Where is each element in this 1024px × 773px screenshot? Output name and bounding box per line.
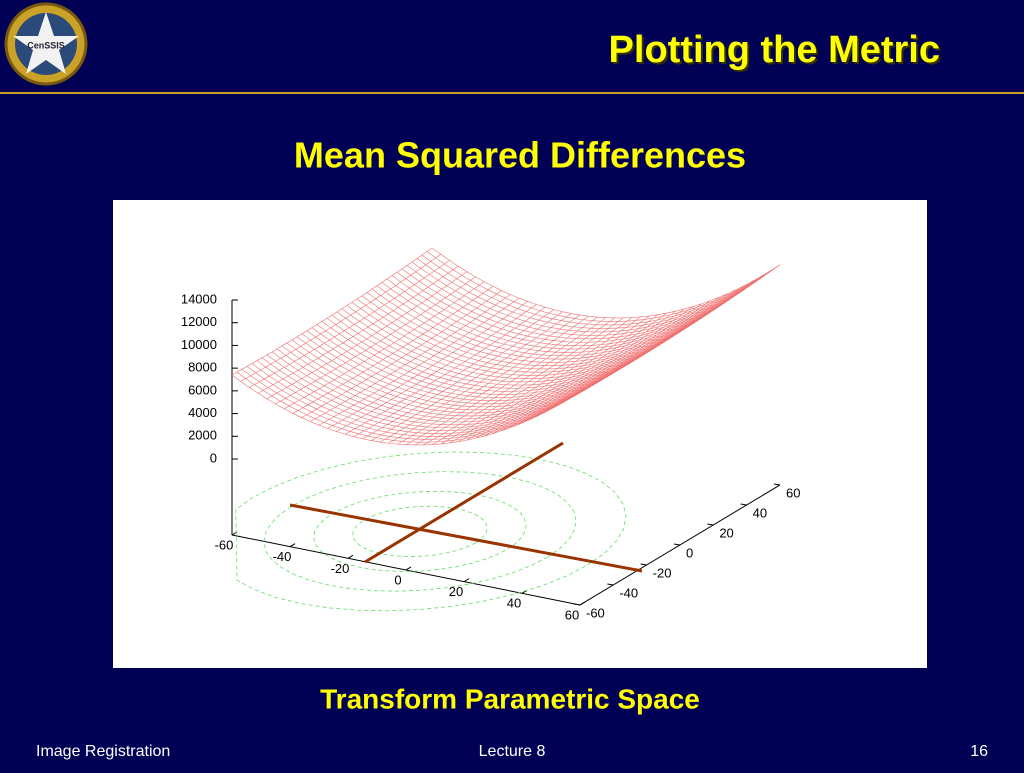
y-tick <box>773 483 781 486</box>
mesh-line <box>440 316 641 445</box>
y-tick-label: -40 <box>619 585 638 600</box>
surface-plot: 02000400060008000100001200014000-60-40-2… <box>181 247 800 622</box>
z-tick-label: 6000 <box>188 382 217 397</box>
z-tick-label: 10000 <box>181 337 217 352</box>
x-tick-label: -20 <box>331 561 350 576</box>
y-tick <box>640 563 647 566</box>
z-tick-label: 0 <box>210 450 217 465</box>
logo-text: CenSSIS <box>27 40 65 50</box>
mesh-line <box>411 261 761 333</box>
footer-right: 16 <box>970 743 988 760</box>
mesh-line <box>492 306 694 434</box>
mesh-line <box>466 312 668 441</box>
mesh-line <box>579 264 781 393</box>
z-tick-label: 4000 <box>188 405 217 420</box>
y-tick <box>707 523 714 526</box>
mesh-line <box>426 251 776 322</box>
title: Plotting the Metric <box>609 29 940 71</box>
mesh-line <box>346 305 696 376</box>
mesh-line <box>536 289 737 417</box>
mesh-line <box>510 300 711 428</box>
z-tick-label: 12000 <box>181 314 217 329</box>
x-tick <box>579 601 586 606</box>
logo: CenSSIS <box>4 2 88 86</box>
mesh-line <box>361 295 711 367</box>
contour <box>263 471 577 592</box>
mesh-line <box>484 308 685 437</box>
z-tick-label: 8000 <box>188 360 217 375</box>
subtitle: Mean Squared Differences <box>294 135 746 176</box>
y-tick <box>573 603 581 606</box>
mesh-line <box>351 301 701 373</box>
mesh-line <box>366 292 716 363</box>
mesh-line <box>501 303 702 432</box>
y-tick-label: 20 <box>719 525 733 540</box>
title-shadow: Plotting the Metric <box>611 31 942 73</box>
mesh-line <box>356 298 706 370</box>
mesh-line <box>401 268 751 340</box>
x-tick-label: 0 <box>394 572 401 587</box>
x-tick <box>463 578 470 583</box>
footer-center: Lecture 8 <box>479 743 546 760</box>
mesh-line <box>475 310 676 439</box>
y-tick <box>607 583 614 586</box>
x-tick-label: 40 <box>507 596 521 611</box>
x-tick-label: -60 <box>215 537 234 552</box>
y-tick-label: 40 <box>753 505 767 520</box>
y-tick-label: 0 <box>686 545 693 560</box>
mesh-line <box>416 258 766 329</box>
x-tick-label: 60 <box>565 607 579 622</box>
footer-left: Image Registration <box>36 743 170 760</box>
z-tick-label: 14000 <box>181 291 217 306</box>
z-tick-label: 2000 <box>188 428 217 443</box>
crosshair-line <box>289 503 643 573</box>
mesh-line <box>391 275 741 346</box>
mesh-line <box>341 308 691 379</box>
mesh-line <box>458 314 659 442</box>
y-tick <box>673 543 681 546</box>
x-tick-label: -40 <box>273 549 292 564</box>
mesh-line <box>431 247 781 319</box>
mesh-line <box>431 317 633 445</box>
caption: Transform Parametric Space <box>320 683 700 714</box>
plot-area <box>113 200 927 668</box>
mesh-line <box>376 285 726 357</box>
mesh-line <box>414 317 615 446</box>
mesh-line <box>396 272 746 343</box>
mesh-line <box>449 315 650 444</box>
mesh-line <box>331 314 681 386</box>
mesh-line <box>381 282 731 353</box>
mesh-line <box>518 296 720 425</box>
mesh-line <box>421 254 771 326</box>
y-tick <box>740 503 747 506</box>
x-tick <box>405 566 412 571</box>
mesh-line <box>527 293 728 421</box>
mesh-line <box>406 265 756 336</box>
x-tick <box>347 554 354 559</box>
x-tick-label: 20 <box>449 584 463 599</box>
y-tick-label: -20 <box>653 565 672 580</box>
y-tick-label: 60 <box>786 485 800 500</box>
mesh-line <box>336 311 686 383</box>
x-tick <box>289 543 296 548</box>
mesh-line <box>423 317 624 446</box>
crosshair-line <box>364 441 564 564</box>
y-tick-label: -60 <box>586 605 605 620</box>
mesh-line <box>371 288 721 360</box>
mesh-line <box>386 278 736 350</box>
